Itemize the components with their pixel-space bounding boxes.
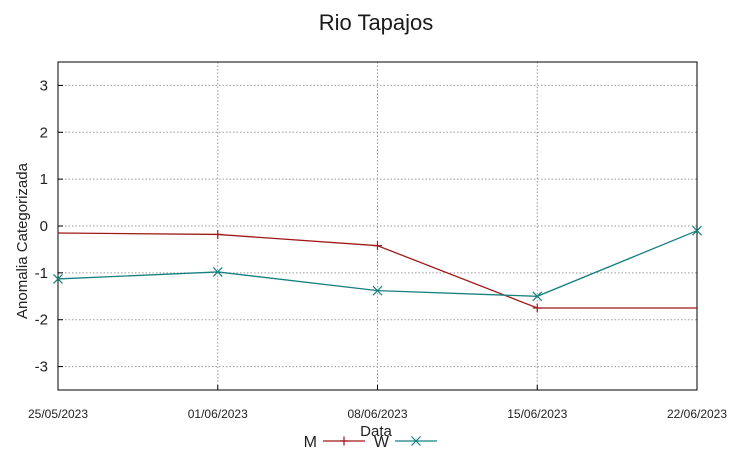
legend-label-W: W xyxy=(374,434,390,451)
x-tick-label: 01/06/2023 xyxy=(188,407,248,421)
grid xyxy=(57,62,698,390)
x-axis-label: Data xyxy=(360,423,392,440)
data-point-M xyxy=(373,241,382,251)
data-point-W xyxy=(212,266,223,277)
y-tick-label: -3 xyxy=(35,359,48,376)
x-tick-label: 08/06/2023 xyxy=(347,407,407,421)
y-tick-label: -1 xyxy=(35,265,48,282)
x-tick-label: 25/05/2023 xyxy=(28,407,88,421)
chart-title: Rio Tapajos xyxy=(319,10,434,35)
legend-marker-M xyxy=(339,436,349,446)
x-tick-label: 15/06/2023 xyxy=(507,407,567,421)
y-axis-label: Anomalia Categorizada xyxy=(14,162,31,319)
data-point-W xyxy=(372,285,383,296)
y-tick-label: 1 xyxy=(40,171,48,188)
x-tick-label: 22/06/2023 xyxy=(667,407,727,421)
y-tick-label: 0 xyxy=(40,218,48,235)
y-tick-label: 2 xyxy=(40,124,48,141)
legend-marker-W xyxy=(411,436,421,446)
series-layer xyxy=(53,225,702,313)
legend-label-M: M xyxy=(304,434,317,451)
data-point-W xyxy=(53,274,63,284)
data-point-M xyxy=(213,229,223,239)
data-point-W xyxy=(532,291,543,302)
y-tick-label: -2 xyxy=(35,312,48,329)
y-tick-label: 3 xyxy=(40,77,48,94)
y-axis-ticks: 3 2 1 0 -1 -2 -3 xyxy=(35,77,63,376)
data-point-M xyxy=(532,303,542,313)
data-point-W xyxy=(692,225,702,236)
x-axis-ticks: 25/05/2023 01/06/2023 08/06/2023 15/06/2023… xyxy=(28,385,727,421)
